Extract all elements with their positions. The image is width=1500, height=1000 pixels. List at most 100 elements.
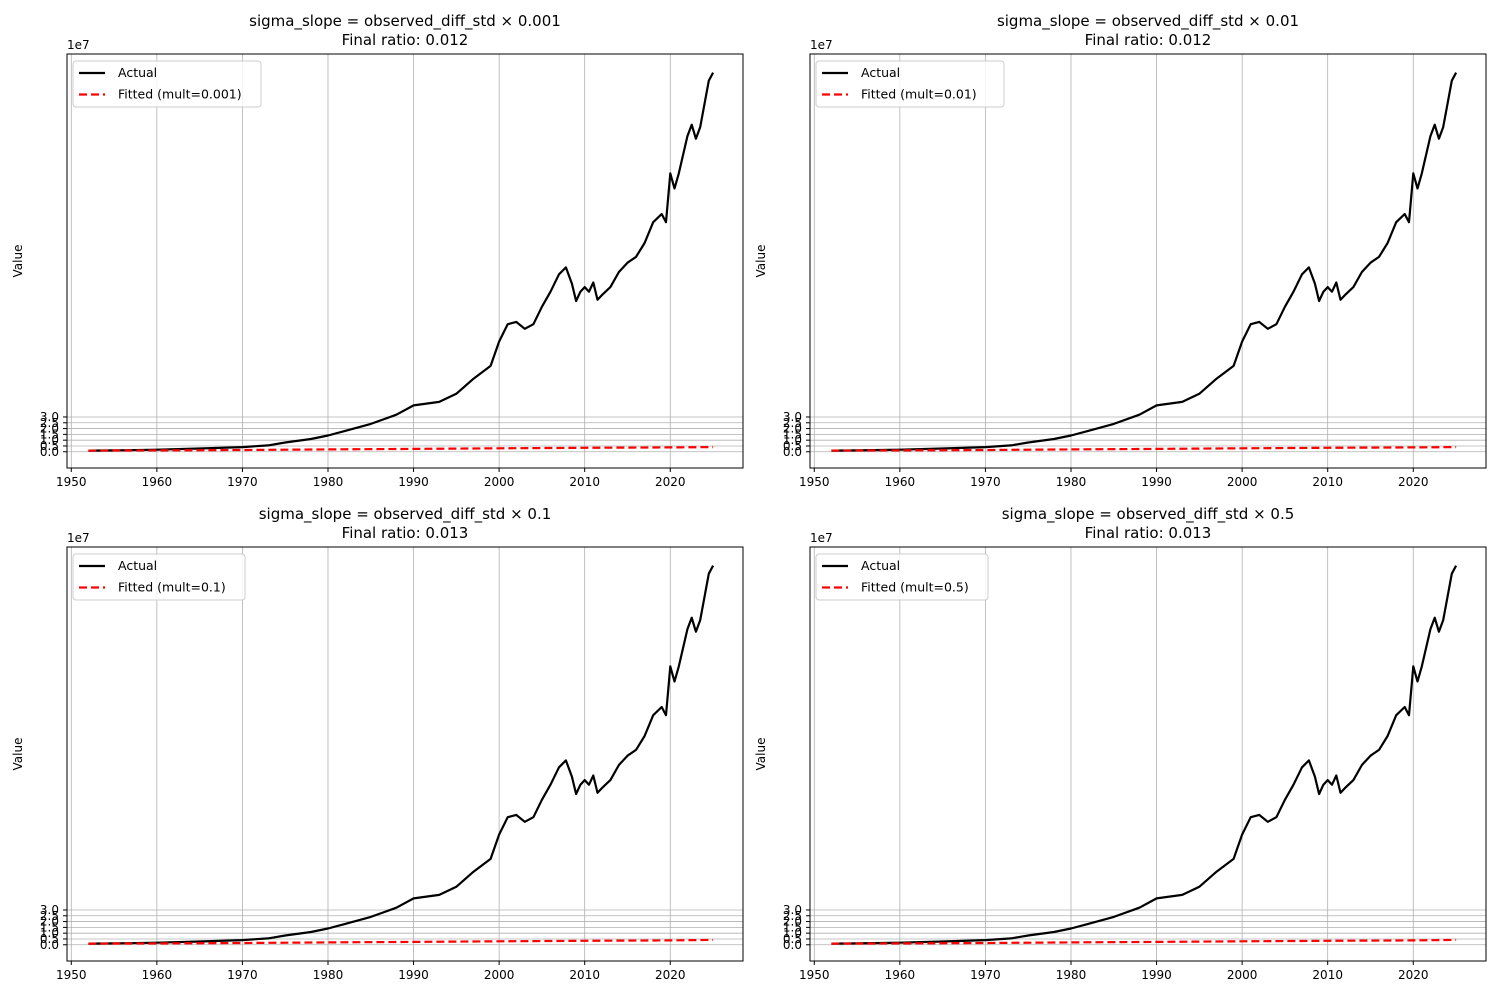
x-tick-label: 2010 [1312, 968, 1343, 982]
y-tick-label: 3.0 [40, 903, 59, 917]
x-tick-label: 1960 [142, 968, 173, 982]
y-offset-label: 1e7 [810, 531, 833, 545]
y-tick-label: 1.0 [783, 926, 802, 940]
x-tick-label: 2000 [1227, 968, 1258, 982]
x-tick-label: 2010 [1312, 475, 1343, 489]
x-tick-label: 1960 [885, 968, 916, 982]
x-tick-label: 1950 [799, 475, 830, 489]
chart-title: sigma_slope = observed_diff_std × 0.001 [249, 12, 561, 31]
y-tick-label: 1.0 [783, 433, 802, 447]
chart-subtitle: Final ratio: 0.012 [342, 31, 469, 49]
y-tick-label: 1.5 [40, 427, 59, 441]
chart-title: sigma_slope = observed_diff_std × 0.01 [997, 12, 1299, 31]
legend-fitted-label: Fitted (mult=0.5) [861, 580, 969, 595]
x-tick-label: 2020 [655, 475, 686, 489]
legend: Actual Fitted (mult=0.001) [72, 60, 262, 108]
x-tick-label: 1970 [970, 968, 1001, 982]
x-tick-label: 1990 [1141, 475, 1172, 489]
legend-fitted-label: Fitted (mult=0.01) [861, 87, 977, 102]
legend: Actual Fitted (mult=0.5) [815, 553, 989, 601]
y-tick-label: 1.0 [40, 926, 59, 940]
legend-box [815, 553, 989, 601]
actual-series-line [88, 72, 715, 452]
y-tick-label: 2.0 [783, 422, 802, 436]
y-tick-label: 2.5 [40, 909, 59, 923]
y-axis-label: Value [754, 245, 768, 278]
y-offset-label: 1e7 [810, 38, 833, 52]
y-tick-label: 0.5 [40, 932, 59, 946]
chart-panel-4: 1950 1960 1970 1980 1990 2000 2010 2020 0.00.51.… [754, 505, 1487, 982]
legend-actual-label: Actual [861, 65, 900, 80]
y-tick-label: 2.5 [783, 416, 802, 430]
y-offset-label: 1e7 [67, 38, 90, 52]
chart-subtitle: Final ratio: 0.012 [1085, 31, 1212, 49]
y-tick-label: 2.0 [40, 915, 59, 929]
fitted-series-line [88, 446, 714, 452]
x-tick-label: 1980 [313, 968, 344, 982]
x-tick-label: 1960 [885, 475, 916, 489]
x-tick-label: 1950 [799, 968, 830, 982]
x-tick-label: 1980 [1056, 968, 1087, 982]
plot-area-frame [809, 53, 1487, 469]
actual-series-line [88, 565, 715, 945]
legend-actual-label: Actual [861, 558, 900, 573]
legend-actual-label: Actual [118, 558, 157, 573]
legend-fitted-label: Fitted (mult=0.1) [118, 580, 226, 595]
chart-panel-2: 1950 1960 1970 1980 1990 2000 2010 2020 0.00.51.… [754, 12, 1487, 489]
y-axis-label: Value [11, 245, 25, 278]
y-tick-label: 0.0 [40, 938, 59, 952]
x-tick-label: 1960 [142, 475, 173, 489]
legend-box [72, 60, 262, 108]
y-tick-label: 0.0 [40, 445, 59, 459]
x-tick-label: 1950 [56, 475, 87, 489]
x-tick-label: 1980 [1056, 475, 1087, 489]
x-tick-label: 2010 [569, 475, 600, 489]
plot-area-frame [66, 53, 744, 469]
y-tick-label: 0.5 [783, 439, 802, 453]
actual-series-line [831, 565, 1458, 945]
x-tick-label: 1950 [56, 968, 87, 982]
y-tick-label: 0.0 [783, 445, 802, 459]
x-tick-label: 1970 [227, 968, 258, 982]
x-tick-label: 2000 [484, 968, 515, 982]
y-tick-label: 3.0 [40, 410, 59, 424]
y-tick-label: 0.5 [783, 932, 802, 946]
fitted-series-line [831, 446, 1457, 452]
x-tick-label: 2000 [484, 475, 515, 489]
x-tick-label: 1980 [313, 475, 344, 489]
x-tick-label: 1990 [398, 475, 429, 489]
legend-box [815, 60, 1005, 108]
x-tick-label: 2010 [569, 968, 600, 982]
chart-title: sigma_slope = observed_diff_std × 0.5 [1002, 505, 1295, 524]
y-tick-label: 0.0 [783, 938, 802, 952]
x-tick-label: 1970 [970, 475, 1001, 489]
y-axis-label: Value [754, 738, 768, 771]
y-tick-label: 2.0 [40, 422, 59, 436]
plot-area-frame [66, 546, 744, 962]
y-tick-label: 0.5 [40, 439, 59, 453]
y-tick-label: 1.5 [40, 920, 59, 934]
y-tick-label: 3.0 [783, 903, 802, 917]
legend: Actual Fitted (mult=0.1) [72, 553, 246, 601]
chart-subtitle: Final ratio: 0.013 [1085, 524, 1212, 542]
y-tick-label: 3.0 [783, 410, 802, 424]
fitted-series-line [88, 938, 714, 945]
chart-subtitle: Final ratio: 0.013 [342, 524, 469, 542]
chart-title: sigma_slope = observed_diff_std × 0.1 [259, 505, 552, 524]
y-tick-label: 2.5 [40, 416, 59, 430]
x-tick-label: 2000 [1227, 475, 1258, 489]
plot-area-frame [809, 546, 1487, 962]
legend-actual-label: Actual [118, 65, 157, 80]
x-tick-label: 2020 [1398, 968, 1429, 982]
fitted-series-line [831, 938, 1457, 945]
x-tick-label: 1970 [227, 475, 258, 489]
y-tick-label: 1.0 [40, 433, 59, 447]
legend-fitted-label: Fitted (mult=0.001) [118, 87, 242, 102]
y-tick-label: 2.0 [783, 915, 802, 929]
x-tick-label: 2020 [1398, 475, 1429, 489]
actual-series-line [831, 72, 1458, 452]
x-tick-label: 2020 [655, 968, 686, 982]
chart-panel-1: 1950 1960 1970 1980 1990 2000 2010 2020 0.00.51.… [11, 12, 744, 489]
y-tick-label: 1.5 [783, 920, 802, 934]
